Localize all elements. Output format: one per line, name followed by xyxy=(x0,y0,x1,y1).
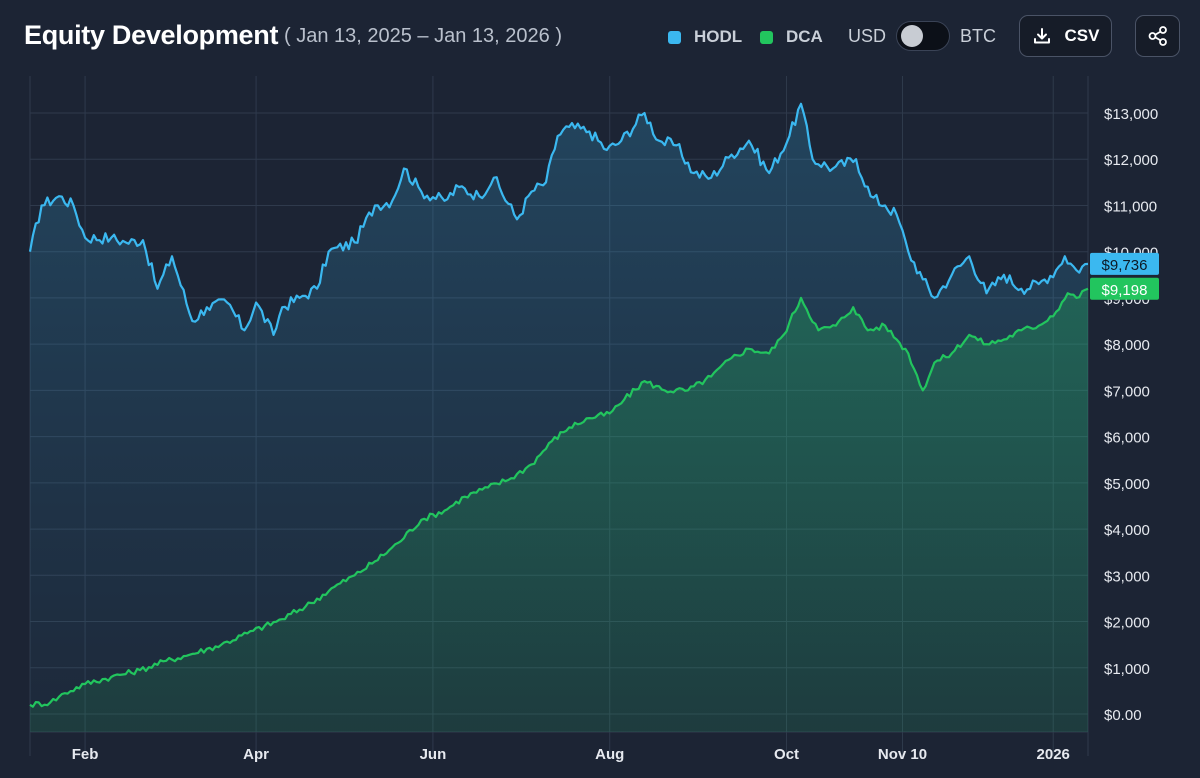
download-icon xyxy=(1033,28,1050,44)
last-value-badge-dca: $9,198 xyxy=(1090,277,1159,300)
series-line-hodl[interactable] xyxy=(28,102,1089,336)
x-tick-label: Oct xyxy=(774,746,799,763)
badge-label: $9,736 xyxy=(1102,257,1148,274)
legend-item-hodl[interactable]: HODL xyxy=(668,26,742,48)
toggle-knob xyxy=(901,25,923,47)
y-tick-label: $12,000 xyxy=(1104,152,1158,169)
y-tick-label: $5,000 xyxy=(1104,476,1150,493)
csv-button[interactable]: CSV xyxy=(1019,15,1112,57)
x-tick-label: Nov 10 xyxy=(878,746,927,763)
y-tick-label: $7,000 xyxy=(1104,383,1150,400)
legend-swatch-hodl xyxy=(668,30,681,44)
chart-header: Equity Development ( Jan 13, 2025 – Jan … xyxy=(0,0,1200,76)
badge-bg xyxy=(1090,252,1159,275)
x-tick-label: Apr xyxy=(243,746,269,763)
chart-lines xyxy=(28,102,1089,708)
y-tick-label: $13,000 xyxy=(1104,106,1158,123)
share-icon xyxy=(1148,26,1167,46)
legend-swatch-dca xyxy=(760,30,773,44)
last-value-badges: $9,736 $9,198 xyxy=(1090,252,1159,300)
last-value-badge-hodl: $9,736 xyxy=(1090,252,1159,275)
equity-chart[interactable]: $13,000$12,000$11,000$10,000$9,000$8,000… xyxy=(0,76,1200,778)
y-axis: $13,000$12,000$11,000$10,000$9,000$8,000… xyxy=(1104,106,1158,724)
y-tick-label: $2,000 xyxy=(1104,615,1150,632)
y-tick-label: $3,000 xyxy=(1104,568,1150,585)
x-tick-label: 2026 xyxy=(1037,746,1070,763)
badge-label: $9,198 xyxy=(1102,282,1148,299)
legend-label-hodl: HODL xyxy=(694,27,743,46)
chart-areas xyxy=(30,103,1088,733)
x-tick-label: Jun xyxy=(420,746,447,763)
page-title: Equity Development xyxy=(24,20,279,50)
badge-bg xyxy=(1090,277,1159,300)
share-button[interactable] xyxy=(1135,15,1180,57)
y-tick-label: $8,000 xyxy=(1104,337,1150,354)
y-tick-label: $0.00 xyxy=(1104,707,1142,724)
toggle-label-btc: BTC xyxy=(960,26,996,46)
x-tick-label: Aug xyxy=(595,746,624,763)
area-dca xyxy=(30,288,1088,732)
y-tick-label: $11,000 xyxy=(1104,198,1157,215)
currency-toggle[interactable] xyxy=(896,21,950,51)
legend-label-dca: DCA xyxy=(786,27,823,46)
x-axis: Feb Apr Jun Aug Oct Nov 10 2026 xyxy=(72,746,1070,763)
date-range: ( Jan 13, 2025 – Jan 13, 2026 ) xyxy=(284,25,562,47)
y-tick-label: $1,000 xyxy=(1104,661,1150,678)
y-tick-label: $6,000 xyxy=(1104,430,1150,447)
x-tick-label: Feb xyxy=(72,746,99,763)
legend-item-dca[interactable]: DCA xyxy=(760,26,823,48)
csv-label: CSV xyxy=(1064,26,1100,45)
toggle-label-usd: USD xyxy=(848,26,887,46)
y-tick-label: $4,000 xyxy=(1104,522,1150,539)
series-line-dca[interactable] xyxy=(29,287,1089,708)
